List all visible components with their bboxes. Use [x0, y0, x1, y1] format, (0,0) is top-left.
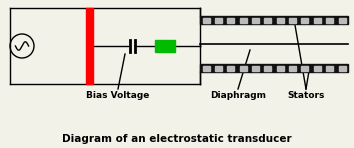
Bar — [314, 17, 321, 22]
Bar — [338, 17, 346, 22]
Bar — [240, 66, 247, 70]
Bar — [314, 66, 321, 70]
Bar — [252, 17, 259, 22]
Bar — [301, 17, 308, 22]
Bar — [155, 40, 175, 52]
Bar — [338, 66, 346, 70]
Bar — [264, 17, 271, 22]
Text: Stators: Stators — [287, 91, 325, 100]
Text: Bias Voltage: Bias Voltage — [86, 91, 150, 100]
Bar — [252, 66, 259, 70]
Bar — [277, 66, 284, 70]
Bar — [202, 17, 210, 22]
Bar — [240, 17, 247, 22]
Bar — [289, 66, 296, 70]
Bar — [326, 66, 333, 70]
Text: Diaphragm: Diaphragm — [210, 91, 266, 100]
Bar — [86, 8, 93, 84]
Bar — [200, 64, 348, 72]
Bar — [202, 66, 210, 70]
Bar — [215, 17, 222, 22]
Bar — [277, 17, 284, 22]
Bar — [227, 66, 234, 70]
Bar — [264, 66, 271, 70]
Bar — [289, 17, 296, 22]
Bar — [326, 17, 333, 22]
Bar — [227, 17, 234, 22]
Bar — [215, 66, 222, 70]
Text: Diagram of an electrostatic transducer: Diagram of an electrostatic transducer — [62, 134, 292, 144]
Bar — [200, 16, 348, 24]
Bar — [301, 66, 308, 70]
